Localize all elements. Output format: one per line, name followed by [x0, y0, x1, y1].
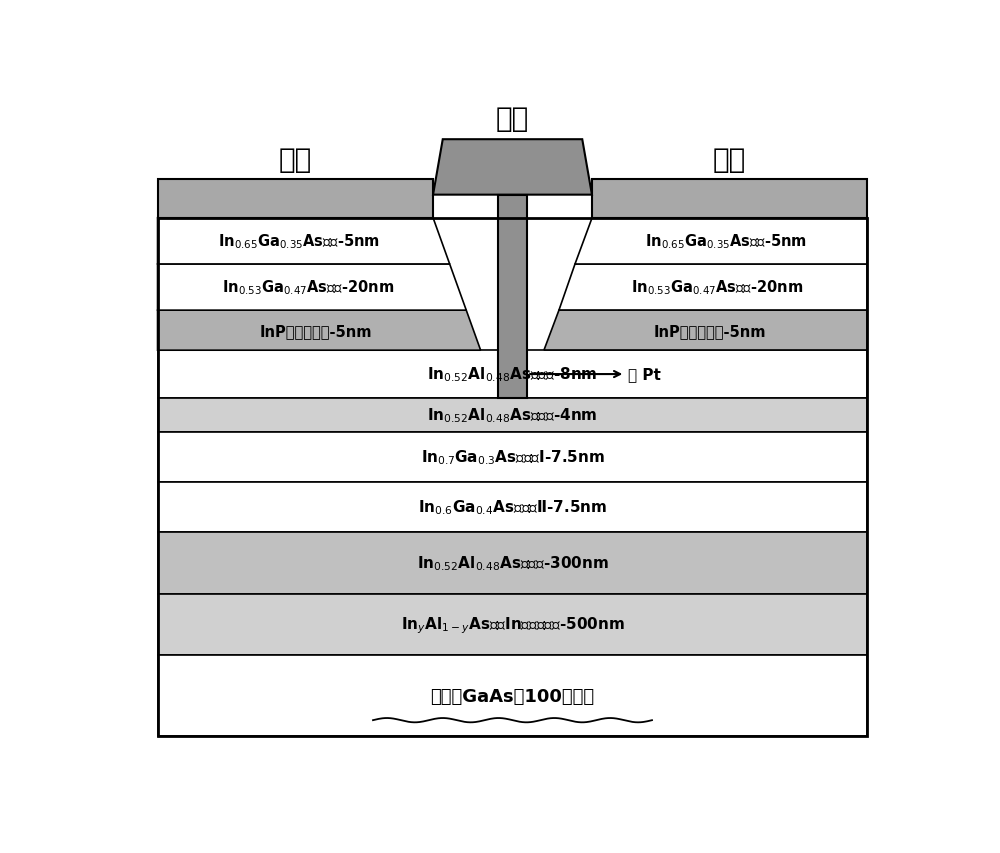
Text: In$_{0.6}$Ga$_{0.4}$As沟道层Ⅱ-7.5nm: In$_{0.6}$Ga$_{0.4}$As沟道层Ⅱ-7.5nm	[418, 498, 607, 517]
Polygon shape	[158, 310, 481, 351]
Text: InP刻蚀停止层-5nm: InP刻蚀停止层-5nm	[259, 323, 372, 339]
Text: In$_{0.7}$Ga$_{0.3}$As沟道层Ⅰ-7.5nm: In$_{0.7}$Ga$_{0.3}$As沟道层Ⅰ-7.5nm	[421, 448, 604, 467]
Text: In$_{0.52}$Al$_{0.48}$As势垒层-8nm: In$_{0.52}$Al$_{0.48}$As势垒层-8nm	[427, 365, 598, 384]
Polygon shape	[592, 180, 867, 218]
Polygon shape	[158, 180, 433, 218]
Polygon shape	[158, 655, 867, 736]
Text: In$_{0.65}$Ga$_{0.35}$As帽层-5nm: In$_{0.65}$Ga$_{0.35}$As帽层-5nm	[645, 232, 807, 251]
Text: InP刻蚀停止层-5nm: InP刻蚀停止层-5nm	[653, 323, 766, 339]
Text: 漏极: 漏极	[713, 146, 746, 174]
Polygon shape	[158, 432, 867, 482]
Polygon shape	[158, 218, 450, 264]
Bar	[158, 218, 867, 736]
Text: In$_{0.52}$Al$_{0.48}$As隔离层-4nm: In$_{0.52}$Al$_{0.48}$As隔离层-4nm	[427, 406, 598, 425]
Text: In$_{0.65}$Ga$_{0.35}$As帽层-5nm: In$_{0.65}$Ga$_{0.35}$As帽层-5nm	[218, 232, 380, 251]
Text: 源极: 源极	[279, 146, 312, 174]
Text: In$_{0.53}$Ga$_{0.47}$As帽层-20nm: In$_{0.53}$Ga$_{0.47}$As帽层-20nm	[222, 278, 394, 297]
Polygon shape	[559, 264, 867, 310]
Polygon shape	[158, 398, 867, 432]
Polygon shape	[498, 195, 527, 398]
Polygon shape	[575, 218, 867, 264]
Polygon shape	[158, 351, 867, 398]
Text: In$_y$Al$_{1-y}$As渐变In组分缓冲层-500nm: In$_y$Al$_{1-y}$As渐变In组分缓冲层-500nm	[401, 614, 624, 635]
Polygon shape	[544, 310, 867, 351]
Polygon shape	[158, 264, 466, 310]
Polygon shape	[158, 532, 867, 594]
Text: In$_{0.52}$Al$_{0.48}$As缓冲层-300nm: In$_{0.52}$Al$_{0.48}$As缓冲层-300nm	[417, 554, 608, 572]
Text: 埋 Pt: 埋 Pt	[530, 367, 661, 382]
Polygon shape	[158, 594, 867, 655]
Text: 半绝缘GaAs（100）衬底: 半绝缘GaAs（100）衬底	[430, 687, 595, 705]
Text: In$_{0.53}$Ga$_{0.47}$As帽层-20nm: In$_{0.53}$Ga$_{0.47}$As帽层-20nm	[631, 278, 803, 297]
Polygon shape	[433, 140, 592, 195]
Text: 栅极: 栅极	[496, 104, 529, 132]
Polygon shape	[158, 482, 867, 532]
